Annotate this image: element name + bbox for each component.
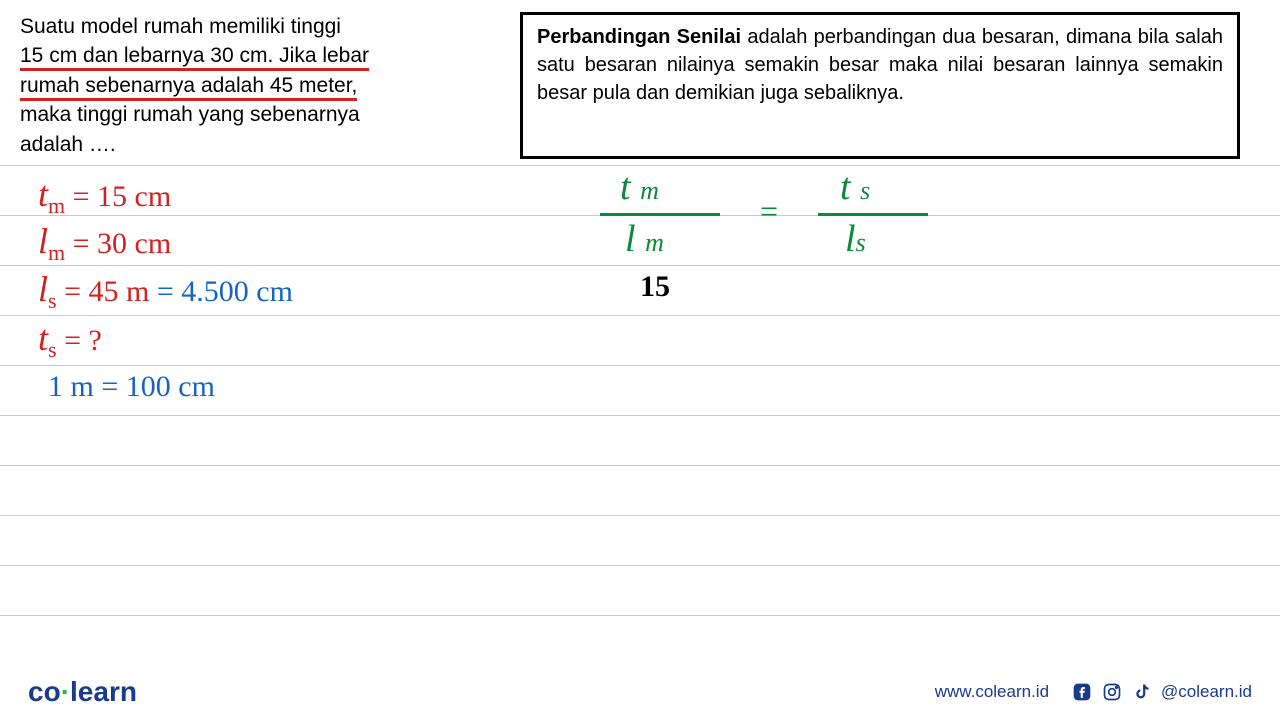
eq-num-right: t s <box>840 165 870 209</box>
hw-ts: ts = ? <box>38 317 102 363</box>
problem-line5: adalah …. <box>20 133 116 156</box>
eq-den-right: ls <box>845 217 866 261</box>
hw-ls: ls = 45 m = 4.500 cm <box>38 268 293 314</box>
hw-tm: tm = 15 cm <box>38 173 171 219</box>
ruled-line <box>0 415 1280 416</box>
eq-fracbar-left <box>600 213 720 216</box>
problem-line3: rumah sebenarnya adalah 45 meter, <box>20 74 357 101</box>
logo-dot: · <box>61 676 70 707</box>
problem-line1: Suatu model rumah memiliki tinggi <box>20 15 341 38</box>
website-link[interactable]: www.colearn.id <box>935 682 1049 702</box>
ruled-line <box>0 365 1280 366</box>
eq-equals: = <box>760 193 778 230</box>
notebook-area: tm = 15 cm lm = 30 cm ls = 45 m = 4.500 … <box>0 165 1280 660</box>
problem-line2b: Jika lebar <box>273 44 369 71</box>
ruled-line <box>0 515 1280 516</box>
concept-title: Perbandingan Senilai <box>537 26 741 48</box>
logo-co: co <box>28 676 61 707</box>
problem-statement: Suatu model rumah memiliki tinggi 15 cm … <box>20 12 420 159</box>
ruled-line <box>0 265 1280 266</box>
footer-right: www.colearn.id @colearn.id <box>935 681 1252 703</box>
eq-den-left: l m <box>625 217 664 261</box>
problem-line4: maka tinggi rumah yang sebenarnya <box>20 103 360 126</box>
brand-logo: co·learn <box>28 676 137 708</box>
eq-num-left: t m <box>620 165 659 209</box>
ruled-line <box>0 465 1280 466</box>
ruled-line <box>0 315 1280 316</box>
instagram-icon[interactable] <box>1101 681 1123 703</box>
eq-fracbar-right <box>818 213 928 216</box>
facebook-icon[interactable] <box>1071 681 1093 703</box>
hw-conversion: 1 m = 100 cm <box>48 370 215 404</box>
ruled-line <box>0 565 1280 566</box>
social-handle[interactable]: @colearn.id <box>1161 682 1252 702</box>
ruled-line <box>0 615 1280 616</box>
hw-lm: lm = 30 cm <box>38 220 171 266</box>
social-icons: @colearn.id <box>1071 681 1252 703</box>
footer: co·learn www.colearn.id @colearn.id <box>0 664 1280 720</box>
eq-subst-15: 15 <box>640 270 670 304</box>
tiktok-icon[interactable] <box>1131 681 1153 703</box>
logo-learn: learn <box>70 676 137 707</box>
problem-line2a: 15 cm dan lebarnya 30 cm. <box>20 44 273 71</box>
concept-box: Perbandingan Senilai adalah perbandingan… <box>520 12 1240 159</box>
